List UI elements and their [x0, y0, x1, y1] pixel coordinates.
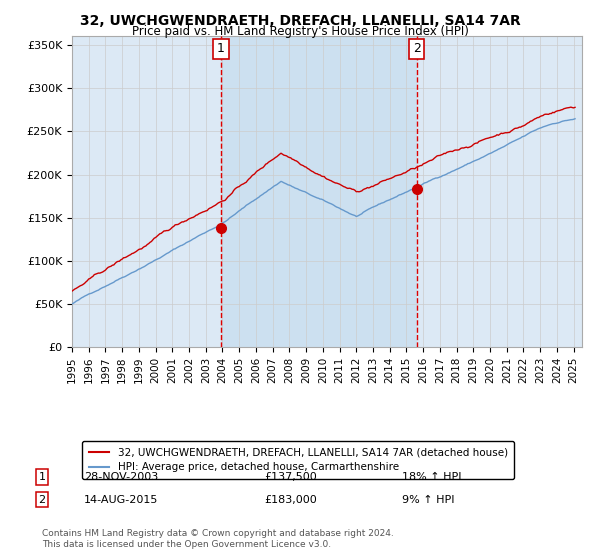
Text: 2: 2 — [413, 43, 421, 55]
Text: 2: 2 — [38, 494, 46, 505]
Text: 1: 1 — [217, 43, 225, 55]
Legend: 32, UWCHGWENDRAETH, DREFACH, LLANELLI, SA14 7AR (detached house), HPI: Average p: 32, UWCHGWENDRAETH, DREFACH, LLANELLI, S… — [82, 441, 514, 479]
Text: 32, UWCHGWENDRAETH, DREFACH, LLANELLI, SA14 7AR: 32, UWCHGWENDRAETH, DREFACH, LLANELLI, S… — [80, 14, 520, 28]
Text: 18% ↑ HPI: 18% ↑ HPI — [402, 472, 461, 482]
Text: Price paid vs. HM Land Registry's House Price Index (HPI): Price paid vs. HM Land Registry's House … — [131, 25, 469, 38]
Text: 9% ↑ HPI: 9% ↑ HPI — [402, 494, 455, 505]
Text: £137,500: £137,500 — [264, 472, 317, 482]
Text: 1: 1 — [38, 472, 46, 482]
Text: Contains HM Land Registry data © Crown copyright and database right 2024.
This d: Contains HM Land Registry data © Crown c… — [42, 529, 394, 549]
Bar — [221, 36, 417, 347]
Text: 28-NOV-2003: 28-NOV-2003 — [84, 472, 158, 482]
Text: £183,000: £183,000 — [264, 494, 317, 505]
Text: 14-AUG-2015: 14-AUG-2015 — [84, 494, 158, 505]
